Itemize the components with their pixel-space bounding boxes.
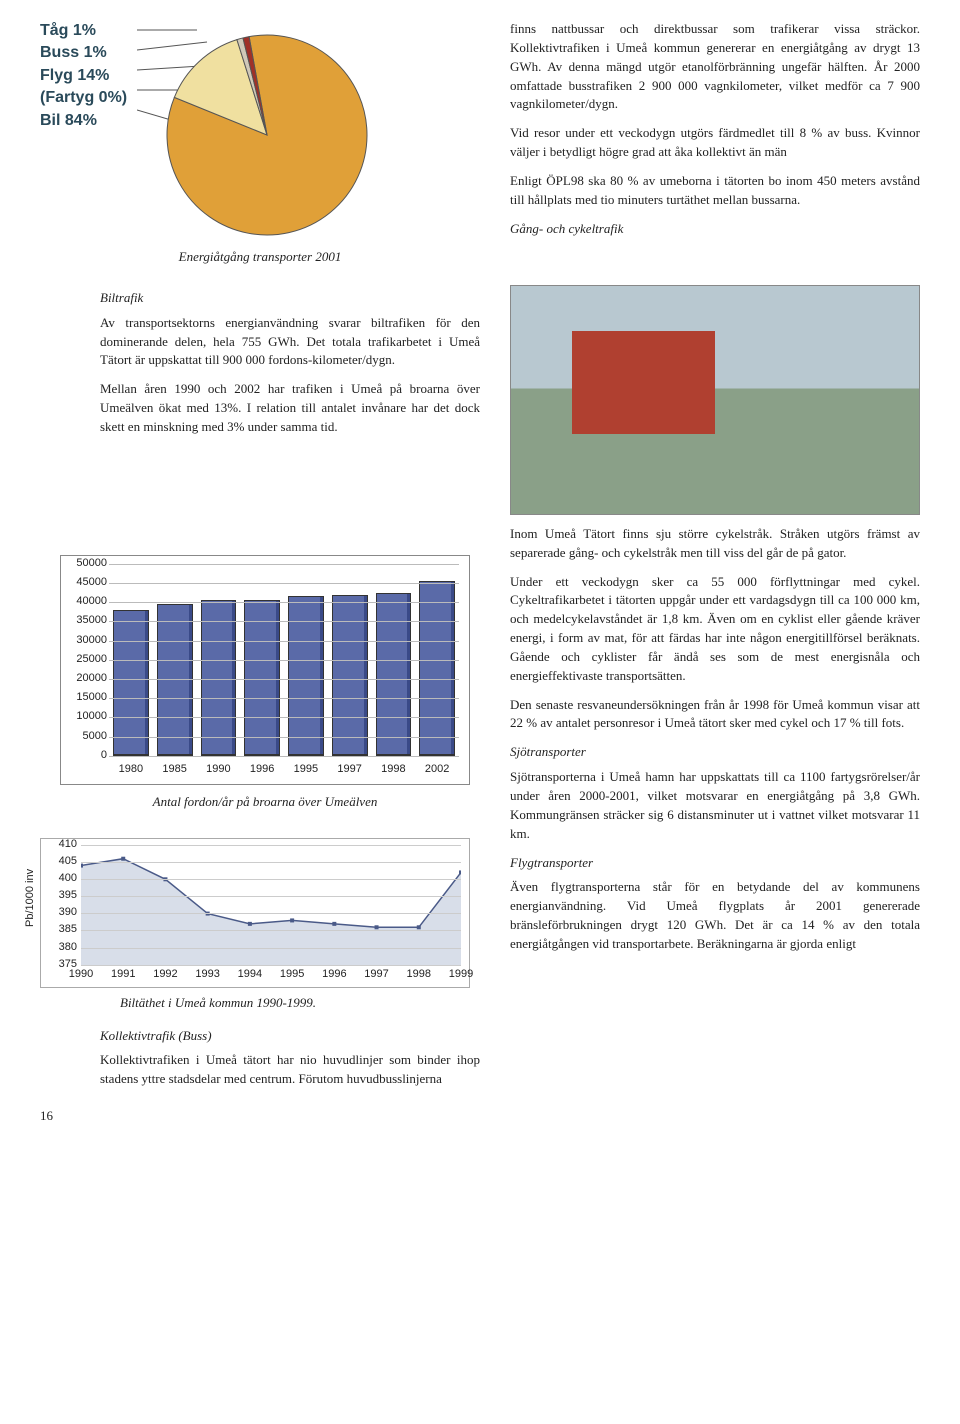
y-axis-label: Pb/1000 inv — [23, 869, 39, 927]
line-chart-caption: Biltäthet i Umeå kommun 1990-1999. — [120, 994, 480, 1013]
x-tick: 1995 — [286, 762, 326, 778]
pie-legend: Tåg 1% Buss 1% Flyg 14% (Fartyg 0%) Bil … — [40, 20, 127, 132]
pie-label: Bil 84% — [40, 110, 127, 132]
body-text: Vid resor under ett veckodygn utgörs fär… — [510, 124, 920, 162]
bar — [332, 595, 368, 756]
y-tick: 10000 — [61, 709, 107, 725]
x-tick: 1997 — [364, 967, 388, 983]
x-tick: 1980 — [111, 762, 151, 778]
y-tick: 30000 — [61, 633, 107, 649]
bar-chart: 0 5000 10000 15000 20000 25000 30000 35000 40000… — [60, 555, 470, 785]
body-text: Sjötransporterna i Umeå hamn har uppskat… — [510, 768, 920, 843]
y-tick: 380 — [43, 940, 77, 956]
y-tick: 400 — [43, 871, 77, 887]
body-text: finns nattbussar och direktbussar som tr… — [510, 20, 920, 114]
y-tick: 0 — [61, 748, 107, 764]
body-text: Kollektivtrafiken i Umeå tätort har nio … — [100, 1051, 480, 1089]
x-tick: 1990 — [198, 762, 238, 778]
y-tick: 405 — [43, 854, 77, 870]
page-number: 16 — [40, 1107, 480, 1126]
x-tick: 1991 — [111, 967, 135, 983]
pie-label: Buss 1% — [40, 42, 127, 64]
x-tick: 1998 — [373, 762, 413, 778]
x-tick: 1998 — [407, 967, 431, 983]
x-tick: 1990 — [69, 967, 93, 983]
bar — [113, 610, 149, 756]
x-tick: 1993 — [195, 967, 219, 983]
y-tick: 45000 — [61, 575, 107, 591]
y-tick: 395 — [43, 888, 77, 904]
bar-chart-caption: Antal fordon/år på broarna över Umeälven — [60, 793, 470, 812]
body-text: Under ett veckodygn sker ca 55 000 förfl… — [510, 573, 920, 686]
bar — [288, 596, 324, 755]
y-tick: 50000 — [61, 556, 107, 572]
y-tick: 35000 — [61, 613, 107, 629]
pie-label: (Fartyg 0%) — [40, 87, 127, 109]
y-tick: 5000 — [61, 729, 107, 745]
x-tick: 2002 — [417, 762, 457, 778]
line-chart: 3753803853903954004054101990199119921993… — [40, 838, 470, 988]
x-tick: 1995 — [280, 967, 304, 983]
y-tick: 40000 — [61, 594, 107, 610]
body-text: Mellan åren 1990 och 2002 har trafiken i… — [100, 380, 480, 437]
y-tick: 25000 — [61, 652, 107, 668]
y-tick: 390 — [43, 905, 77, 921]
photo-cyclists — [510, 285, 920, 515]
body-text: Enligt ÖPL98 ska 80 % av umeborna i täto… — [510, 172, 920, 210]
subheading: Flygtransporter — [510, 854, 920, 873]
body-text: Även flygtransporterna står för en betyd… — [510, 878, 920, 953]
pie-caption: Energiåtgång transporter 2001 — [40, 248, 480, 267]
bar — [376, 593, 412, 756]
pie-label: Tåg 1% — [40, 20, 127, 42]
subheading: Kollektivtrafik (Buss) — [100, 1027, 480, 1046]
x-tick: 1997 — [330, 762, 370, 778]
x-tick: 1999 — [449, 967, 473, 983]
x-tick: 1996 — [322, 967, 346, 983]
y-tick: 410 — [43, 837, 77, 853]
x-tick: 1994 — [238, 967, 262, 983]
y-tick: 20000 — [61, 671, 107, 687]
pie-label: Flyg 14% — [40, 65, 127, 87]
subheading: Gång- och cykeltrafik — [510, 220, 920, 239]
x-tick: 1992 — [153, 967, 177, 983]
x-tick: 1996 — [242, 762, 282, 778]
pie-chart — [137, 20, 397, 240]
body-text: Inom Umeå Tätort finns sju större cykels… — [510, 525, 920, 563]
bar — [419, 581, 455, 756]
body-text: Av transportsektorns energianvändning sv… — [100, 314, 480, 371]
subheading: Sjötransporter — [510, 743, 920, 762]
y-tick: 385 — [43, 922, 77, 938]
x-tick: 1985 — [155, 762, 195, 778]
subheading: Biltrafik — [100, 289, 480, 308]
body-text: Den senaste resvaneundersökningen från å… — [510, 696, 920, 734]
y-tick: 15000 — [61, 690, 107, 706]
